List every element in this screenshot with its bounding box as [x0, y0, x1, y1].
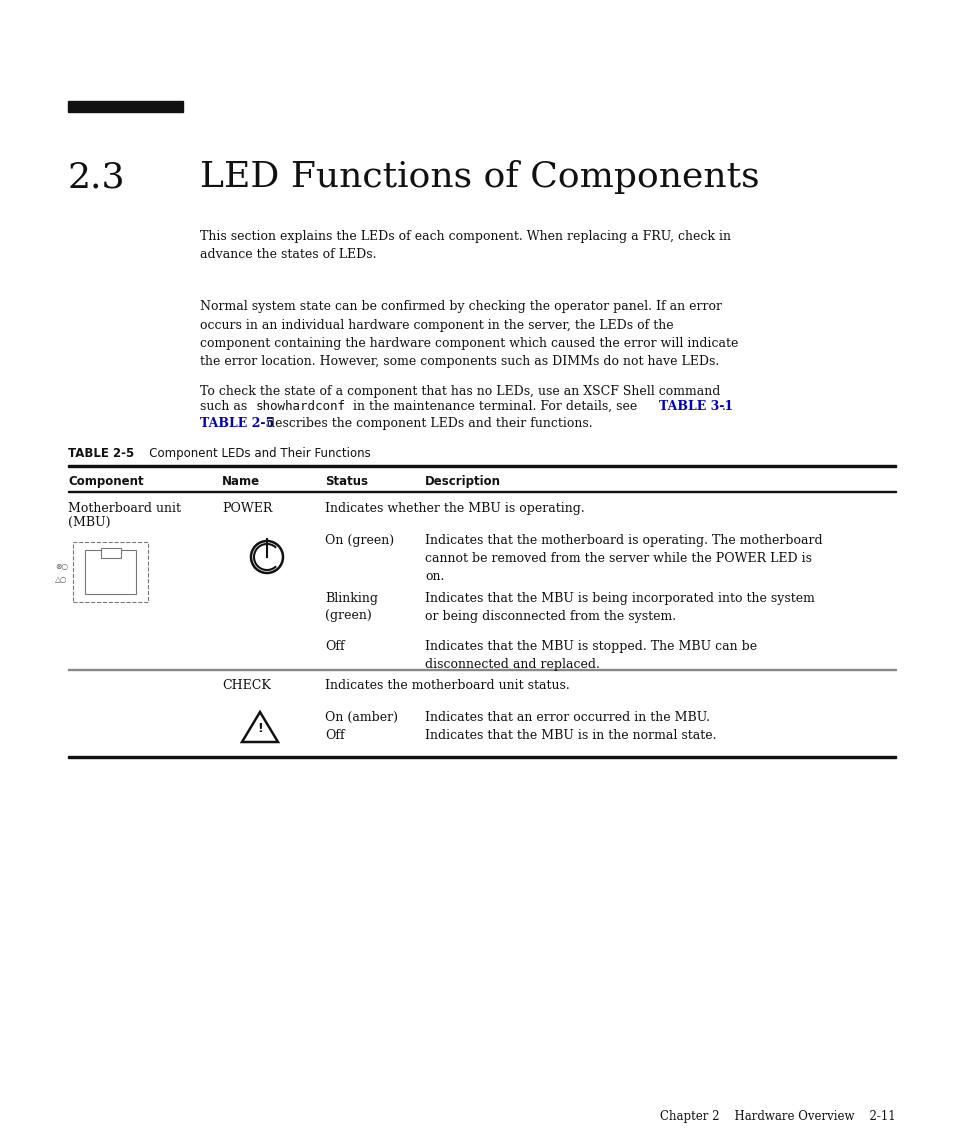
Text: 2.3: 2.3 [68, 160, 126, 194]
Text: ⊗○: ⊗○ [55, 562, 68, 571]
Text: Chapter 2    Hardware Overview    2-11: Chapter 2 Hardware Overview 2-11 [659, 1110, 895, 1123]
Text: Indicates that the MBU is in the normal state.: Indicates that the MBU is in the normal … [424, 729, 716, 742]
Text: CHECK: CHECK [222, 679, 271, 692]
Text: Indicates the motherboard unit status.: Indicates the motherboard unit status. [325, 679, 569, 692]
Text: Indicates that an error occurred in the MBU.: Indicates that an error occurred in the … [424, 711, 709, 724]
Text: Component: Component [68, 475, 144, 488]
Bar [73, 542, 148, 602]
Bar [68, 465, 895, 467]
Text: POWER: POWER [222, 502, 273, 515]
Bar [68, 490, 895, 492]
Text: On (amber): On (amber) [325, 711, 397, 724]
Text: Off: Off [325, 729, 344, 742]
Text: Normal system state can be confirmed by checking the operator panel. If an error: Normal system state can be confirmed by … [200, 300, 738, 369]
Text: Description: Description [424, 475, 500, 488]
Text: Status: Status [325, 475, 368, 488]
Text: This section explains the LEDs of each component. When replacing a FRU, check in: This section explains the LEDs of each c… [200, 230, 730, 261]
Text: showhardconf: showhardconf [255, 400, 346, 413]
Text: To check the state of a component that has no LEDs, use an XSCF Shell command: To check the state of a component that h… [200, 385, 720, 398]
Text: describes the component LEDs and their functions.: describes the component LEDs and their f… [263, 417, 592, 431]
Text: Name: Name [222, 475, 260, 488]
Text: (MBU): (MBU) [68, 516, 111, 529]
Text: △○: △○ [55, 575, 68, 584]
Text: Blinking
(green): Blinking (green) [325, 592, 377, 622]
Text: Motherboard unit: Motherboard unit [68, 502, 181, 515]
Bar [68, 756, 895, 758]
Text: in the maintenance terminal. For details, see: in the maintenance terminal. For details… [349, 400, 640, 413]
Bar [85, 550, 136, 594]
Text: TABLE 3-1: TABLE 3-1 [659, 400, 732, 413]
Text: Indicates that the MBU is being incorporated into the system
or being disconnect: Indicates that the MBU is being incorpor… [424, 592, 814, 623]
Text: Indicates that the motherboard is operating. The motherboard
cannot be removed f: Indicates that the motherboard is operat… [424, 534, 821, 583]
Text: !: ! [257, 721, 263, 734]
Text: Component LEDs and Their Functions: Component LEDs and Their Functions [138, 447, 371, 460]
Text: Off: Off [325, 640, 344, 653]
Text: TABLE 2-5: TABLE 2-5 [68, 447, 134, 460]
Text: TABLE 2-5: TABLE 2-5 [200, 417, 274, 431]
Bar [101, 548, 121, 558]
Text: Indicates that the MBU is stopped. The MBU can be
disconnected and replaced.: Indicates that the MBU is stopped. The M… [424, 640, 757, 671]
Bar [68, 101, 183, 112]
Text: Indicates whether the MBU is operating.: Indicates whether the MBU is operating. [325, 502, 584, 515]
Text: .: . [721, 400, 725, 413]
Text: On (green): On (green) [325, 534, 394, 547]
Text: such as: such as [200, 400, 251, 413]
Text: LED Functions of Components: LED Functions of Components [200, 160, 759, 194]
